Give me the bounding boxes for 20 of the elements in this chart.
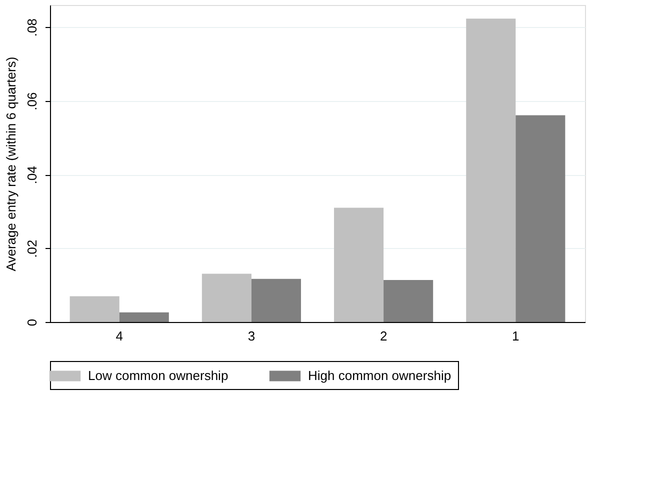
bar [334, 208, 384, 322]
y-tick-label: .02 [24, 240, 40, 258]
y-tick-label: .08 [24, 18, 40, 37]
legend-label: Low common ownership [88, 368, 228, 383]
legend-label: High common ownership [308, 368, 452, 383]
bar [466, 18, 516, 322]
bar [202, 274, 252, 322]
bar [251, 278, 301, 322]
bar [384, 280, 434, 322]
y-tick-label: 0 [24, 318, 40, 326]
bar [516, 115, 566, 322]
y-tick-label: .04 [24, 166, 40, 184]
x-tick-label: 2 [380, 328, 388, 344]
x-tick-label: 4 [116, 328, 123, 344]
x-tick-label: 3 [248, 328, 256, 344]
y-tick-label: .06 [24, 92, 40, 110]
x-tick-label: 1 [512, 328, 520, 344]
bar [119, 312, 169, 322]
bar [70, 296, 120, 322]
y-axis-title: Average entry rate (within 6 quarters) [4, 56, 18, 272]
